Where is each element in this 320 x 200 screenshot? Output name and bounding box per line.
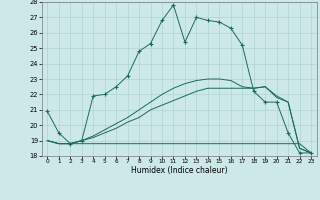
X-axis label: Humidex (Indice chaleur): Humidex (Indice chaleur) bbox=[131, 166, 228, 175]
